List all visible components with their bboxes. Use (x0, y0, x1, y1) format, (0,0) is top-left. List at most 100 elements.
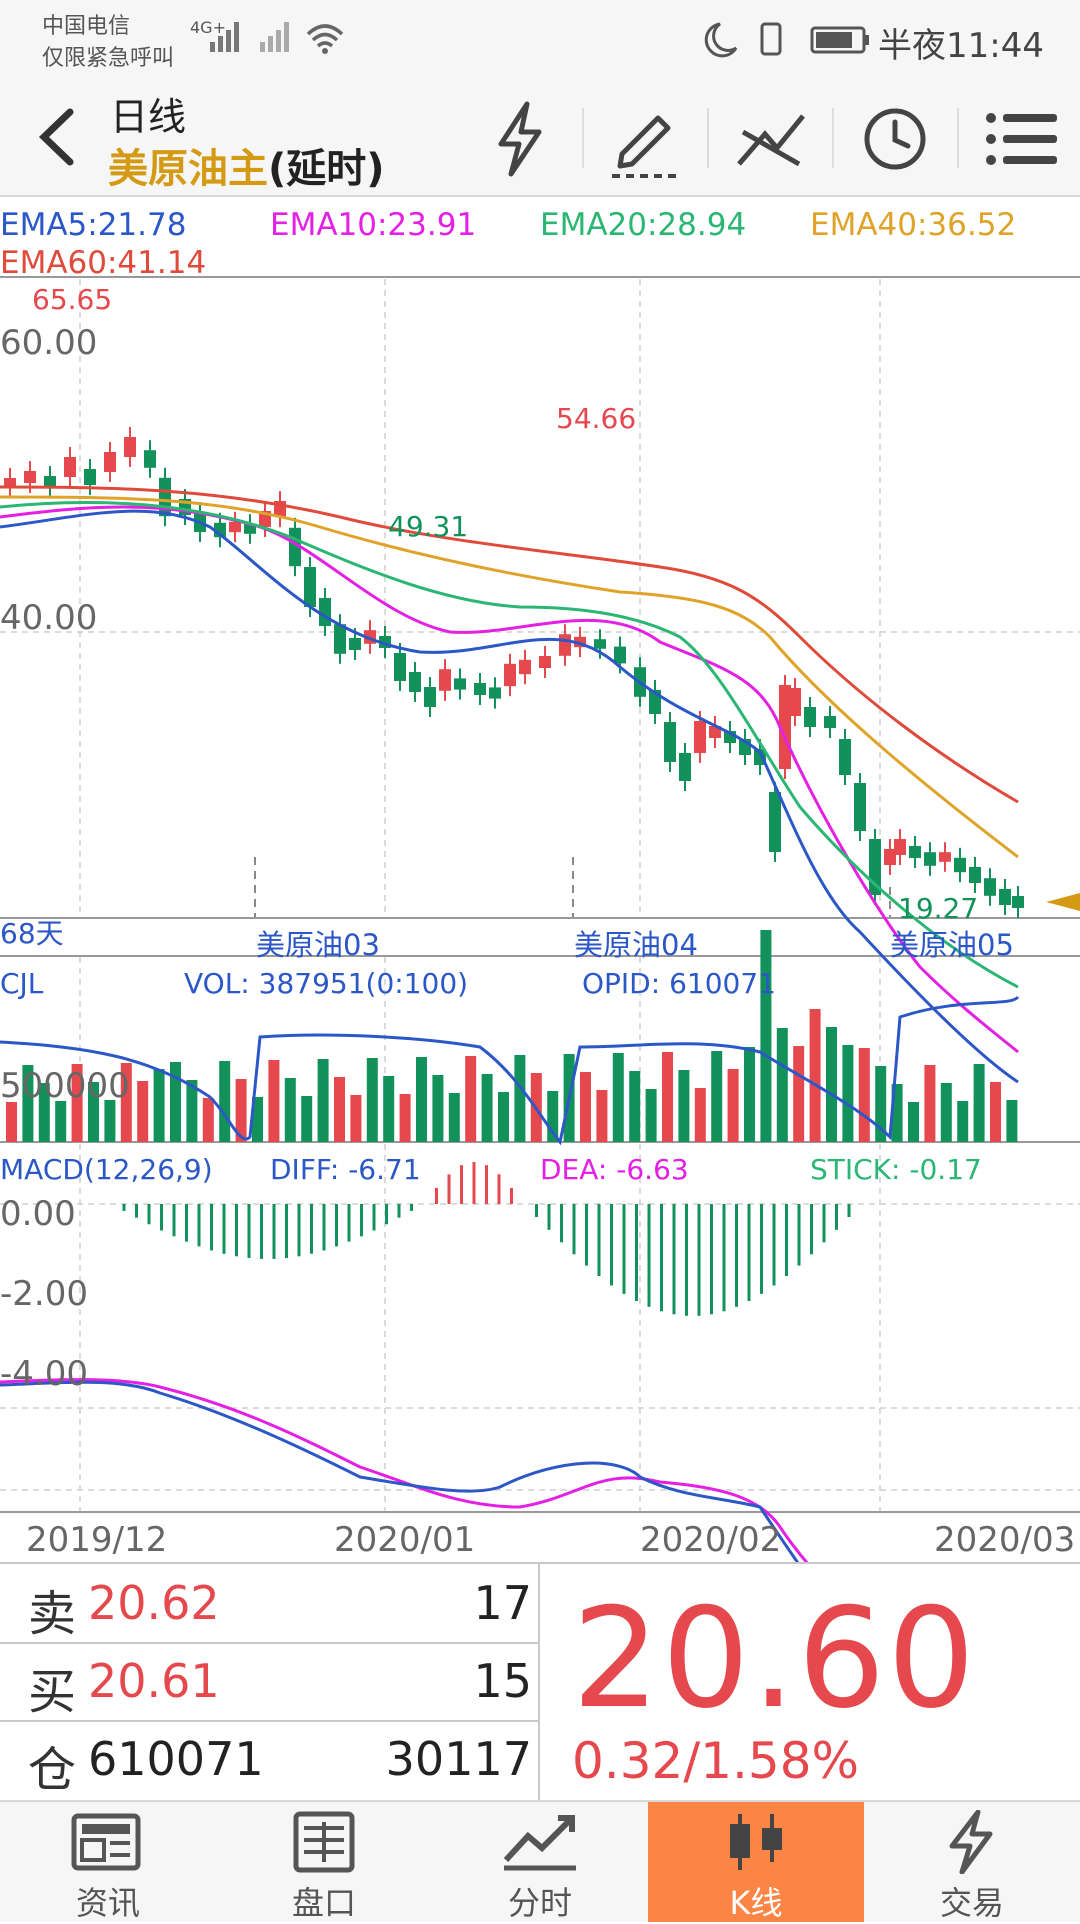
macd-stick (385, 1204, 388, 1225)
days-label: 68天 (0, 917, 64, 950)
buy-price: 20.61 (88, 1654, 220, 1708)
nav-trade-label: 交易 (939, 1884, 1004, 1922)
macd-stick (485, 1165, 488, 1204)
volume-bar (645, 1089, 657, 1142)
y-label-40: 40.00 (0, 598, 98, 638)
volume-bar (170, 1062, 181, 1142)
volume-bar (957, 1101, 969, 1142)
open-interest-change: 30117 (385, 1732, 532, 1786)
macd-stick (785, 1204, 788, 1276)
bottom-navigation: 资讯 盘口 分时 K线 交易 (0, 1800, 1080, 1922)
nav-news[interactable]: 资讯 (0, 1802, 216, 1922)
volume-bar (924, 1065, 936, 1142)
macd-stick (747, 1204, 751, 1301)
macd-y-label-2: -2.00 (0, 1274, 88, 1314)
candlestick-icon (730, 1814, 782, 1870)
volume-bar (284, 1078, 296, 1142)
chart-grid (0, 279, 1080, 1511)
macd-stick (635, 1204, 638, 1301)
volume-bar (678, 1070, 690, 1142)
volume-bar (793, 1046, 805, 1142)
pencil-icon[interactable] (600, 94, 690, 184)
candle-body (664, 722, 676, 762)
volume-bar (662, 1052, 673, 1142)
macd-dea: DEA: -6.63 (540, 1153, 689, 1186)
lightning-icon[interactable] (475, 94, 565, 184)
nav-orderbook[interactable]: 盘口 (216, 1802, 432, 1922)
macd-stick (285, 1204, 288, 1259)
nav-intraday[interactable]: 分时 (432, 1802, 648, 1922)
candle-body (884, 849, 896, 865)
macd-stick (410, 1204, 413, 1211)
macd-stick (397, 1204, 401, 1218)
nav-kline[interactable]: K线 (648, 1802, 864, 1922)
volume-bar (88, 1082, 99, 1142)
macd-stick (647, 1204, 651, 1307)
x-label-2020-02: 2020/02 (640, 1520, 782, 1560)
contract-suffix: (延时) (268, 146, 385, 192)
volume-bar (334, 1077, 345, 1142)
volume-bar (858, 1048, 870, 1142)
last-price: 20.60 (572, 1578, 978, 1739)
macd-stick (185, 1204, 188, 1242)
volume-bar (268, 1060, 280, 1142)
volume-bar (891, 1084, 903, 1142)
macd-stick (235, 1204, 238, 1257)
volume-bar (514, 1055, 526, 1142)
ema-line-2 (0, 505, 1019, 1054)
candle-body (334, 624, 346, 654)
macd-stick (147, 1204, 151, 1225)
volume-bar (317, 1059, 329, 1142)
buy-caption: 买 (28, 1664, 77, 1720)
macd-stick (360, 1204, 363, 1237)
candle-body (894, 839, 906, 855)
macd-stick (122, 1204, 126, 1211)
volume-bar (432, 1075, 444, 1142)
macd-stick (447, 1174, 451, 1204)
macd-stick (260, 1204, 263, 1259)
buy-row[interactable]: 买 20.61 15 (0, 1642, 538, 1722)
nav-trade[interactable]: 交易 (864, 1802, 1080, 1922)
volume-bar (727, 1069, 739, 1142)
carrier-name: 中国电信 (42, 14, 131, 39)
ema-lines (0, 485, 1019, 1084)
volume-bar (202, 1098, 214, 1142)
candle-body (954, 857, 966, 873)
back-arrow-icon[interactable] (24, 102, 94, 172)
macd-stick (622, 1204, 626, 1294)
candle-body (144, 450, 156, 468)
volume-bar (350, 1095, 362, 1142)
macd-stick (510, 1187, 513, 1204)
ema20-legend: EMA20:28.94 (540, 207, 747, 243)
candle-body (409, 672, 421, 692)
ema-line-5 (0, 485, 1019, 804)
y-label-60: 60.00 (0, 323, 98, 363)
menu-icon[interactable] (975, 94, 1065, 184)
volume-y-label: 500000 (0, 1066, 130, 1106)
contract-title[interactable]: 美原油主(延时) (108, 136, 385, 194)
ema-line-1 (0, 509, 1019, 1084)
macd-stick (547, 1204, 551, 1230)
candle-body (559, 634, 571, 656)
candle-body (474, 683, 486, 695)
macd-stick (772, 1204, 776, 1286)
macd-stick (847, 1204, 851, 1218)
volume-bar (809, 1009, 821, 1142)
macd-stick (297, 1204, 301, 1257)
clock-icon[interactable] (850, 94, 940, 184)
volume-bar (366, 1058, 378, 1142)
volume-bar (1006, 1100, 1018, 1142)
nav-intraday-label: 分时 (507, 1884, 572, 1922)
candle-body (64, 457, 76, 477)
toolbar-divider (582, 108, 584, 168)
sell-row[interactable]: 卖 20.62 17 (0, 1564, 538, 1644)
news-icon (71, 1813, 141, 1871)
contract-marker-03: 美原油03 (256, 928, 380, 962)
kline-chart[interactable] (0, 197, 1080, 1562)
sell-price: 20.62 (88, 1576, 220, 1630)
volume-bar (826, 1027, 837, 1142)
period-label: 日线 (110, 95, 187, 139)
line-tool-icon[interactable] (725, 94, 815, 184)
candle-body (504, 663, 516, 687)
volume-bar (760, 930, 772, 1142)
